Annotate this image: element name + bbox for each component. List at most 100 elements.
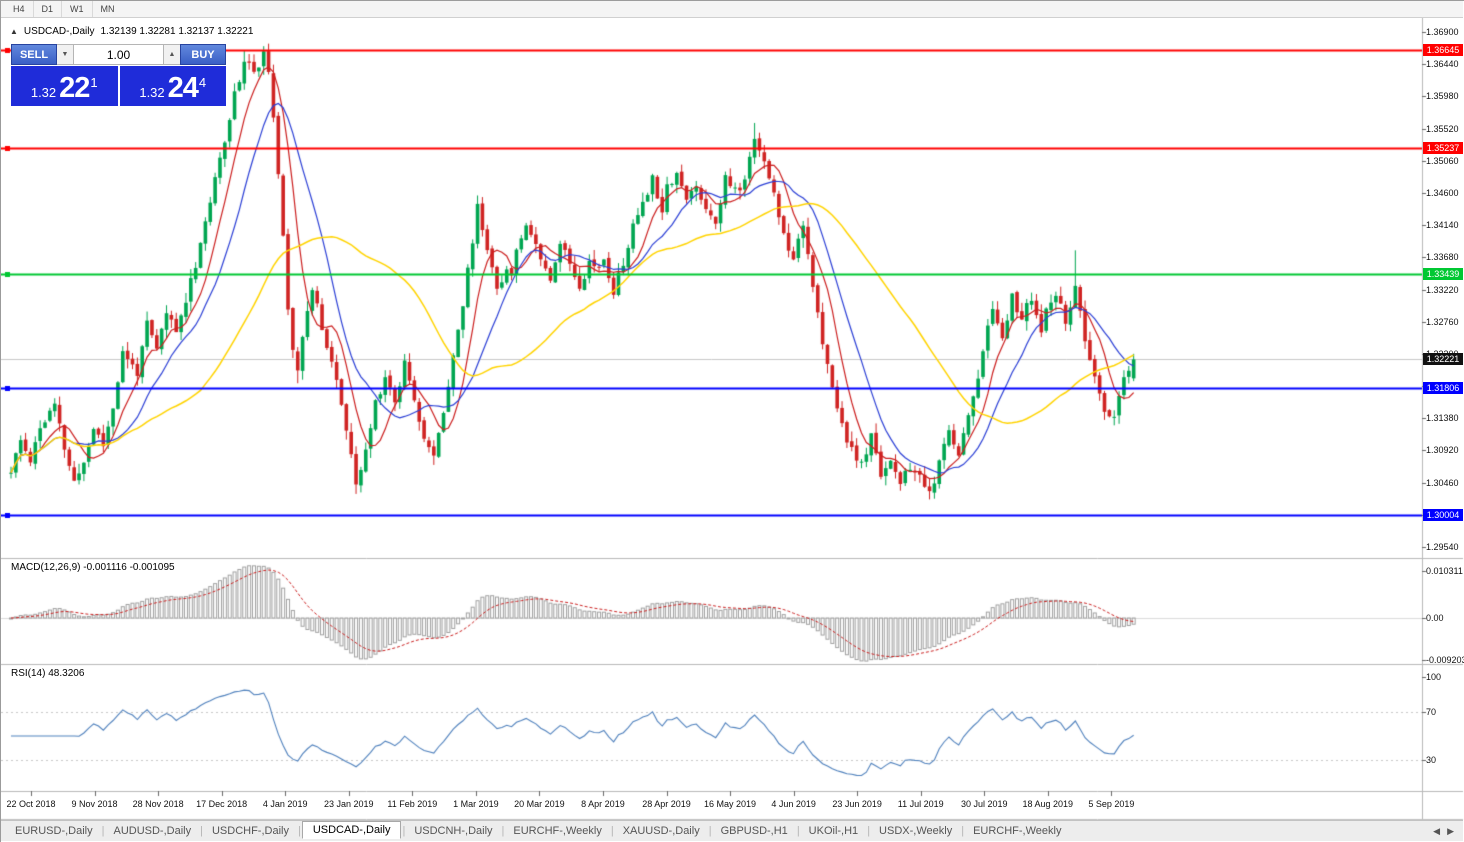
price-level-tag: 1.30004 [1423, 508, 1463, 521]
buy-price-main: 24 [167, 72, 199, 104]
timeframe-button-mn[interactable]: MN [100, 4, 115, 14]
sell-price-display[interactable]: 1.32 22 1 [11, 66, 118, 106]
chart-tab-3[interactable]: USDCAD-,Daily [301, 821, 402, 839]
collapse-panel-icon[interactable]: ▲ [10, 27, 18, 36]
chart-tab-2[interactable]: USDCHF-,Daily [211, 825, 289, 837]
volume-input[interactable] [73, 44, 164, 65]
chart-tab-bar: EURUSD-,Daily | AUDUSD-,Daily | USDCHF-,Dail… [1, 820, 1463, 841]
sell-price-pips: 1 [90, 75, 98, 90]
tab-separator: | [708, 825, 712, 837]
current-price-tag: 1.32221 [1423, 353, 1463, 366]
sell-price-prefix: 1.32 [30, 85, 57, 100]
tab-scroll-arrows: ◀ ▶ [1433, 826, 1463, 837]
volume-decrease-button[interactable]: ▼ [57, 44, 73, 65]
tab-separator: | [101, 825, 105, 837]
date-axis-label: 17 Dec 2018 [196, 799, 248, 809]
timeframe-button-h4[interactable]: H4 [5, 1, 34, 17]
chart-tab-6[interactable]: XAUUSD-,Daily [622, 825, 700, 837]
tab-separator: | [297, 825, 301, 837]
date-axis-label: 20 Mar 2019 [514, 799, 565, 809]
date-axis-label: 28 Nov 2018 [132, 799, 184, 809]
chevron-down-icon: ▼ [61, 51, 69, 58]
macd-axis-label: -0.009203 [1426, 654, 1464, 665]
date-axis-label: 30 Jul 2019 [960, 799, 1008, 809]
price-axis-label: 1.34140 [1426, 220, 1459, 231]
price-axis-label: 1.30460 [1426, 477, 1459, 488]
date-axis-label: 11 Feb 2019 [387, 799, 438, 809]
tab-separator: | [610, 825, 614, 837]
tab-scroll-right-button[interactable]: ▶ [1447, 825, 1454, 836]
date-axis-label: 23 Jan 2019 [323, 799, 374, 809]
timeframe-toolbar: H4 D1 W1 MN [1, 1, 1463, 18]
tab-scroll-left-button[interactable]: ◀ [1433, 825, 1441, 836]
date-axis-label: 4 Jan 2019 [262, 799, 308, 809]
buy-price-prefix: 1.32 [139, 85, 165, 100]
date-axis-label: 1 Mar 2019 [453, 799, 499, 809]
price-axis-label: 1.31380 [1426, 413, 1459, 424]
price-axis-label: 1.29540 [1426, 542, 1459, 552]
chart-tab-4[interactable]: USDCNH-,Daily [414, 825, 493, 837]
chart-tabs: EURUSD-,Daily | AUDUSD-,Daily | USDCHF-,Dail… [7, 821, 1069, 839]
macd-axis-label: 0.010311 [1426, 566, 1463, 576]
price-axis-label: 1.34600 [1426, 187, 1459, 198]
timeframe-button-w1[interactable]: W1 [62, 1, 93, 17]
price-axis-label: 1.36900 [1426, 27, 1459, 37]
chart-tab-8[interactable]: UKOil-,H1 [808, 825, 859, 837]
rsi-indicator-label: RSI(14) 48.3206 [11, 668, 85, 679]
price-level-tag: 1.33439 [1423, 268, 1463, 281]
timeframe-button-d1[interactable]: D1 [34, 1, 63, 17]
price-level-tag: 1.31806 [1423, 382, 1463, 395]
chart-title-bar: ▲ USDCAD-,Daily 1.32139 1.32281 1.32137 … [10, 26, 253, 37]
tab-separator: | [867, 825, 871, 837]
price-axis-label: 1.36440 [1426, 59, 1459, 70]
chart-tab-1[interactable]: AUDUSD-,Daily [113, 825, 192, 837]
sell-button[interactable]: SELL [11, 44, 57, 65]
date-axis-label: 11 Jul 2019 [897, 799, 944, 809]
price-level-tag: 1.35237 [1423, 142, 1463, 155]
chart-tab-10[interactable]: EURCHF-,Weekly [973, 825, 1062, 837]
tab-separator: | [961, 825, 965, 837]
macd-indicator-label: MACD(12,26,9) -0.001116 -0.001095 [11, 562, 175, 573]
chart-tab-0[interactable]: EURUSD-,Daily [15, 825, 93, 837]
price-axis-label: 1.35980 [1426, 91, 1459, 102]
chart-ohlc-readout: 1.32139 1.32281 1.32137 1.32221 [100, 26, 254, 37]
date-axis-label: 9 Nov 2018 [71, 799, 118, 809]
price-axis-label: 1.35520 [1426, 123, 1459, 134]
tab-separator: | [402, 825, 406, 837]
buy-price-pips: 4 [198, 75, 207, 90]
rsi-axis-label: 100 [1426, 672, 1442, 682]
date-axis-label: 28 Apr 2019 [642, 799, 691, 809]
tab-separator: | [200, 825, 203, 837]
date-axis-label: 5 Sep 2019 [1088, 799, 1135, 809]
rsi-axis-label: 30 [1426, 754, 1437, 765]
price-axis-label: 1.35060 [1426, 155, 1459, 166]
price-axis-label: 1.32760 [1426, 316, 1459, 327]
sell-price-main: 22 [59, 72, 90, 104]
date-axis-label: 23 Jun 2019 [832, 799, 882, 809]
buy-button[interactable]: BUY [180, 44, 226, 65]
price-axis-label: 1.33220 [1426, 284, 1459, 295]
chevron-up-icon: ▲ [168, 51, 176, 58]
rsi-axis-label: 70 [1426, 707, 1437, 718]
chart-tab-5[interactable]: EURCHF-,Weekly [513, 825, 602, 837]
volume-increase-button[interactable]: ▲ [164, 44, 180, 65]
date-axis-label: 22 Oct 2018 [6, 799, 56, 809]
date-axis-label: 18 Aug 2019 [1022, 799, 1074, 809]
chart-tab-9[interactable]: USDX-,Weekly [879, 825, 953, 837]
price-axis-label: 1.30920 [1426, 445, 1459, 456]
chart-symbol-label: USDCAD-,Daily [23, 26, 95, 37]
date-axis-label: 4 Jun 2019 [771, 799, 816, 809]
buy-price-display[interactable]: 1.32 24 4 [119, 66, 226, 106]
chart-tab-7[interactable]: GBPUSD-,H1 [720, 825, 788, 837]
tab-separator: | [501, 825, 505, 837]
timeframe-buttons: H4 D1 W1 MN [5, 1, 123, 17]
date-axis-label: 16 May 2019 [704, 799, 757, 809]
date-axis-label: 8 Apr 2019 [581, 799, 625, 809]
price-axis-label: 1.33680 [1426, 252, 1459, 263]
macd-axis-label: 0.00 [1426, 613, 1444, 623]
price-level-tag: 1.36645 [1423, 43, 1463, 56]
tab-separator: | [796, 825, 800, 837]
